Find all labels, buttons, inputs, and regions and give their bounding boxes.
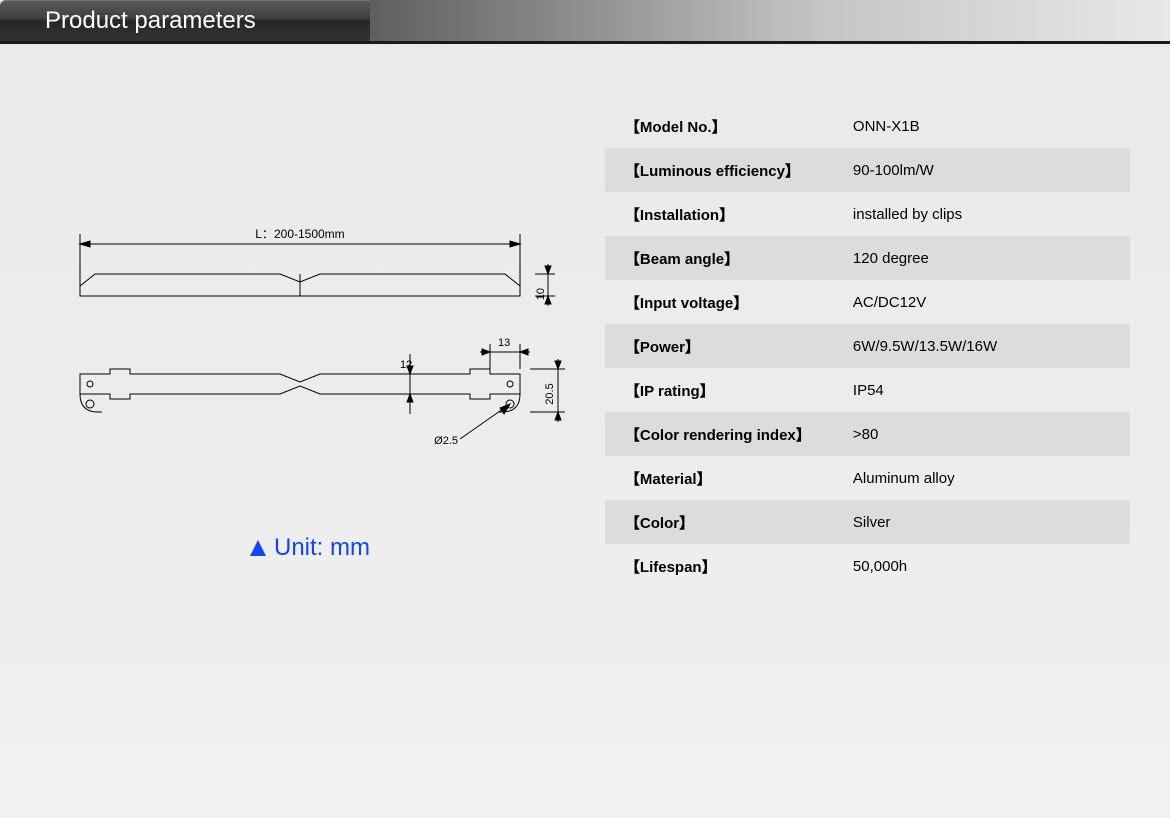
param-row: 【IP rating】IP54 <box>605 368 1130 412</box>
param-row: 【Input voltage】AC/DC12V <box>605 280 1130 324</box>
content-area: L：200-1500mm 10 <box>0 44 1170 588</box>
param-row: 【Material】Aluminum alloy <box>605 456 1130 500</box>
dim-12: 12 <box>400 359 412 371</box>
param-label: 【Input voltage】 <box>605 280 845 324</box>
param-label: 【Color】 <box>605 500 845 544</box>
param-value: 6W/9.5W/13.5W/16W <box>845 324 1130 368</box>
param-row: 【Color rendering index】>80 <box>605 412 1130 456</box>
param-value: 90-100lm/W <box>845 148 1130 192</box>
diagram-area: L：200-1500mm 10 <box>40 104 585 588</box>
unit-text: Unit: mm <box>274 534 370 562</box>
dimension-drawing: L：200-1500mm 10 <box>40 224 580 504</box>
param-label: 【Power】 <box>605 324 845 368</box>
dim-205: 20.5 <box>544 383 556 404</box>
param-value: installed by clips <box>845 192 1130 236</box>
param-row: 【Installation】installed by clips <box>605 192 1130 236</box>
param-label: 【Color rendering index】 <box>605 412 845 456</box>
dim-phi: Ø2.5 <box>434 435 458 447</box>
param-label: 【Model No.】 <box>605 104 845 148</box>
unit-label: Unit: mm <box>250 534 370 562</box>
parameter-table: 【Model No.】ONN-X1B【Luminous efficiency】9… <box>605 104 1130 588</box>
param-label: 【Lifespan】 <box>605 544 845 588</box>
dim-13: 13 <box>498 337 510 349</box>
param-row: 【Power】6W/9.5W/13.5W/16W <box>605 324 1130 368</box>
param-value: 50,000h <box>845 544 1130 588</box>
param-row: 【Model No.】ONN-X1B <box>605 104 1130 148</box>
param-label: 【Installation】 <box>605 192 845 236</box>
param-value: Aluminum alloy <box>845 456 1130 500</box>
param-value: Silver <box>845 500 1130 544</box>
header-title: Product parameters <box>0 0 370 41</box>
param-label: 【IP rating】 <box>605 368 845 412</box>
unit-arrow-icon <box>250 540 266 556</box>
header-bar: Product parameters <box>0 0 1170 44</box>
param-label: 【Luminous efficiency】 <box>605 148 845 192</box>
param-value: AC/DC12V <box>845 280 1130 324</box>
param-value: ONN-X1B <box>845 104 1130 148</box>
param-label: 【Material】 <box>605 456 845 500</box>
param-value: 120 degree <box>845 236 1130 280</box>
param-row: 【Color】Silver <box>605 500 1130 544</box>
dim-length: L：200-1500mm <box>255 227 344 241</box>
param-value: IP54 <box>845 368 1130 412</box>
param-row: 【Beam angle】120 degree <box>605 236 1130 280</box>
dim-10: 10 <box>535 288 547 300</box>
param-label: 【Beam angle】 <box>605 236 845 280</box>
param-row: 【Lifespan】50,000h <box>605 544 1130 588</box>
param-row: 【Luminous efficiency】90-100lm/W <box>605 148 1130 192</box>
param-value: >80 <box>845 412 1130 456</box>
